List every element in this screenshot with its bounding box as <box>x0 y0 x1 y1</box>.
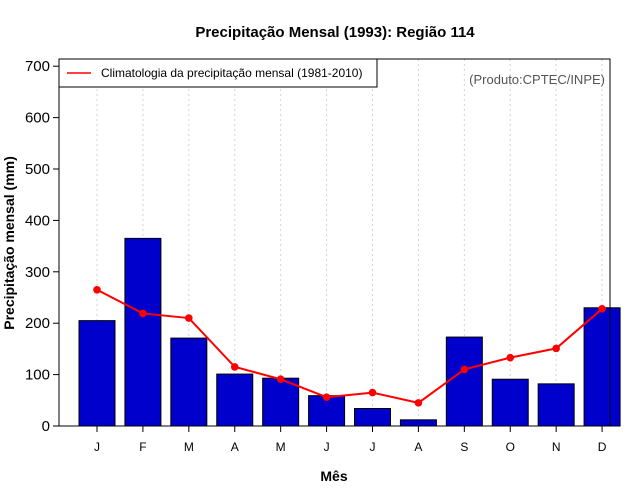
y-axis-label: Precipitação mensal (mm) <box>1 156 17 330</box>
x-tick-label: A <box>231 440 239 454</box>
y-tick-label: 0 <box>42 418 50 435</box>
bar-series <box>78 237 621 427</box>
x-tick-label: A <box>414 440 422 454</box>
x-tick-label: F <box>139 440 146 454</box>
y-tick-label: 100 <box>25 367 50 384</box>
legend-box <box>58 58 378 88</box>
bar-4 <box>262 377 300 427</box>
climatology-point-1 <box>139 309 147 318</box>
legend: Climatologia da precipitação mensal (198… <box>58 58 378 88</box>
climatology-point-11 <box>598 305 606 313</box>
climatology-point-6 <box>368 388 377 397</box>
x-axis-label: Mês <box>320 468 347 484</box>
climatology-point-9 <box>506 353 515 362</box>
x-tick-label: J <box>94 440 100 454</box>
x-tick-label: N <box>552 440 561 454</box>
y-tick-label: 500 <box>25 161 50 178</box>
product-credit: (Produto:CPTEC/INPE) <box>469 72 605 87</box>
climatology-point-0 <box>93 285 101 294</box>
bar-11 <box>583 307 621 427</box>
y-tick-label: 700 <box>25 58 50 75</box>
x-tick-label: S <box>460 440 468 454</box>
chart-title: Precipitação Mensal (1993): Região 114 <box>195 24 475 41</box>
bar-8 <box>445 336 483 427</box>
bar-10 <box>537 383 575 427</box>
y-tick-label: 400 <box>25 212 50 229</box>
climatology-point-2 <box>185 314 193 322</box>
bar-1 <box>124 237 162 427</box>
bar-7 <box>399 419 437 427</box>
y-tick-label: 200 <box>25 315 50 332</box>
bar-2 <box>170 337 208 427</box>
y-tick-label: 600 <box>25 110 50 127</box>
climatology-point-8 <box>460 365 469 374</box>
climatology-point-5 <box>322 393 331 402</box>
bar-0 <box>78 320 116 427</box>
bar-9 <box>491 378 529 427</box>
x-tick-label: M <box>184 440 194 454</box>
x-tick-label: J <box>370 440 376 454</box>
climatology-point-4 <box>276 375 285 384</box>
y-tick-label: 300 <box>25 264 50 281</box>
legend-label: Climatologia da precipitação mensal (198… <box>101 66 362 80</box>
climatology-point-7 <box>414 399 423 407</box>
x-tick-label: M <box>276 440 286 454</box>
climatology-series <box>93 285 606 407</box>
x-tick-label: D <box>598 440 607 454</box>
climatology-point-3 <box>230 363 239 371</box>
climatology-line <box>96 288 603 404</box>
x-tick-label: O <box>506 440 515 454</box>
bar-6 <box>354 408 391 427</box>
x-tick-label: J <box>324 440 330 454</box>
bar-3 <box>216 373 254 427</box>
climatology-point-10 <box>552 344 560 353</box>
y-axis: 0 100 200 300 400 500 600 700 <box>25 58 59 435</box>
